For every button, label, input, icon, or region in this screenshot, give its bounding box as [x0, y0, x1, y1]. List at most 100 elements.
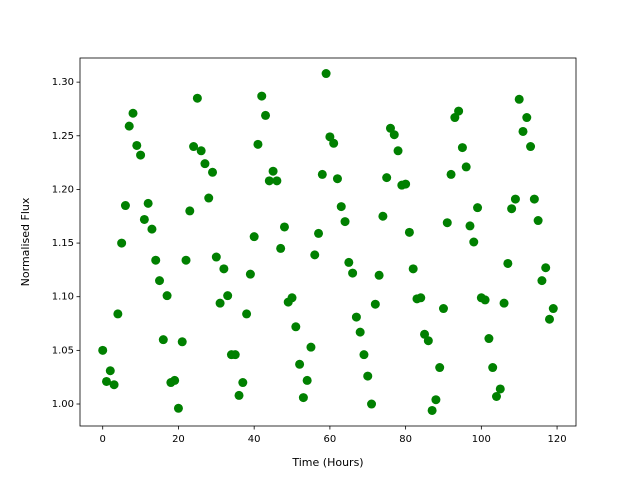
- data-point: [132, 140, 142, 150]
- y-tick-label: 1.15: [52, 238, 74, 249]
- data-point: [162, 291, 172, 301]
- data-point: [404, 227, 414, 237]
- data-point: [302, 375, 312, 385]
- x-tick-label: 100: [472, 434, 491, 445]
- x-tick-label: 40: [248, 434, 261, 445]
- data-point: [242, 309, 252, 319]
- data-point: [128, 108, 138, 118]
- data-point: [136, 150, 146, 160]
- data-point: [196, 146, 206, 156]
- data-point: [457, 143, 467, 153]
- data-point: [427, 405, 437, 415]
- data-point: [211, 252, 221, 262]
- data-point: [143, 198, 153, 208]
- y-axis-label: Normalised Flux: [19, 197, 32, 286]
- data-point: [363, 371, 373, 381]
- y-tick-label: 1.00: [52, 399, 74, 410]
- data-point: [155, 276, 165, 286]
- data-point: [344, 257, 354, 267]
- y-tick-label: 1.20: [52, 184, 74, 195]
- data-point: [200, 159, 210, 169]
- data-point: [336, 202, 346, 212]
- data-point: [465, 221, 475, 231]
- data-point: [435, 363, 445, 373]
- data-point: [526, 142, 536, 152]
- data-point: [314, 228, 324, 238]
- data-point: [484, 334, 494, 344]
- data-point: [488, 363, 498, 373]
- data-point: [442, 218, 452, 228]
- data-point: [204, 193, 214, 203]
- data-point: [446, 169, 456, 179]
- data-point: [480, 295, 490, 305]
- data-point: [355, 327, 365, 337]
- data-point: [287, 293, 297, 303]
- data-point: [332, 174, 342, 184]
- data-point: [139, 214, 149, 224]
- data-point: [431, 395, 441, 405]
- data-point: [109, 380, 119, 390]
- data-point: [181, 255, 191, 265]
- x-tick-label: 0: [100, 434, 106, 445]
- y-tick-label: 1.30: [52, 77, 74, 88]
- data-point: [544, 314, 554, 324]
- data-point: [113, 309, 123, 319]
- data-point: [234, 390, 244, 400]
- x-tick-label: 60: [324, 434, 337, 445]
- data-point: [340, 217, 350, 227]
- x-tick-label: 20: [172, 434, 185, 445]
- data-point: [279, 222, 289, 232]
- data-point: [120, 201, 130, 211]
- data-point: [245, 269, 255, 279]
- data-point: [514, 94, 524, 104]
- x-tick-label: 120: [548, 434, 567, 445]
- data-point: [537, 276, 547, 286]
- data-point: [291, 322, 301, 332]
- data-point: [151, 255, 161, 265]
- data-point: [192, 93, 202, 103]
- data-point: [382, 173, 392, 183]
- data-point: [306, 342, 316, 352]
- data-point: [348, 268, 358, 278]
- data-point: [529, 194, 539, 204]
- data-point: [507, 204, 517, 214]
- data-point: [230, 350, 240, 360]
- data-point: [223, 291, 233, 301]
- data-point: [105, 366, 115, 376]
- data-point: [491, 391, 501, 401]
- data-point: [438, 304, 448, 314]
- data-point: [401, 179, 411, 189]
- data-point: [257, 91, 267, 101]
- data-point: [389, 130, 399, 140]
- data-point: [249, 232, 259, 242]
- data-point: [423, 336, 433, 346]
- data-point: [264, 176, 274, 186]
- data-point: [351, 312, 361, 322]
- data-point: [261, 110, 271, 120]
- data-point: [268, 166, 278, 176]
- data-point: [147, 224, 157, 234]
- data-point: [173, 403, 183, 413]
- data-point: [276, 243, 286, 253]
- data-point: [208, 167, 218, 177]
- data-point: [469, 237, 479, 247]
- data-point: [329, 138, 339, 148]
- x-tick-label: 80: [399, 434, 412, 445]
- data-point: [170, 375, 180, 385]
- data-point: [374, 270, 384, 280]
- data-point: [253, 139, 263, 149]
- data-point: [177, 337, 187, 347]
- data-point: [98, 345, 108, 355]
- data-point: [499, 298, 509, 308]
- data-point: [321, 69, 331, 79]
- data-point: [238, 378, 248, 388]
- y-tick-label: 1.10: [52, 292, 74, 303]
- data-point: [408, 264, 418, 274]
- data-point: [359, 350, 369, 360]
- data-point: [473, 203, 483, 213]
- data-point: [317, 169, 327, 179]
- data-point: [219, 264, 229, 274]
- data-point: [117, 238, 127, 248]
- data-point: [503, 258, 513, 268]
- data-point: [495, 384, 505, 394]
